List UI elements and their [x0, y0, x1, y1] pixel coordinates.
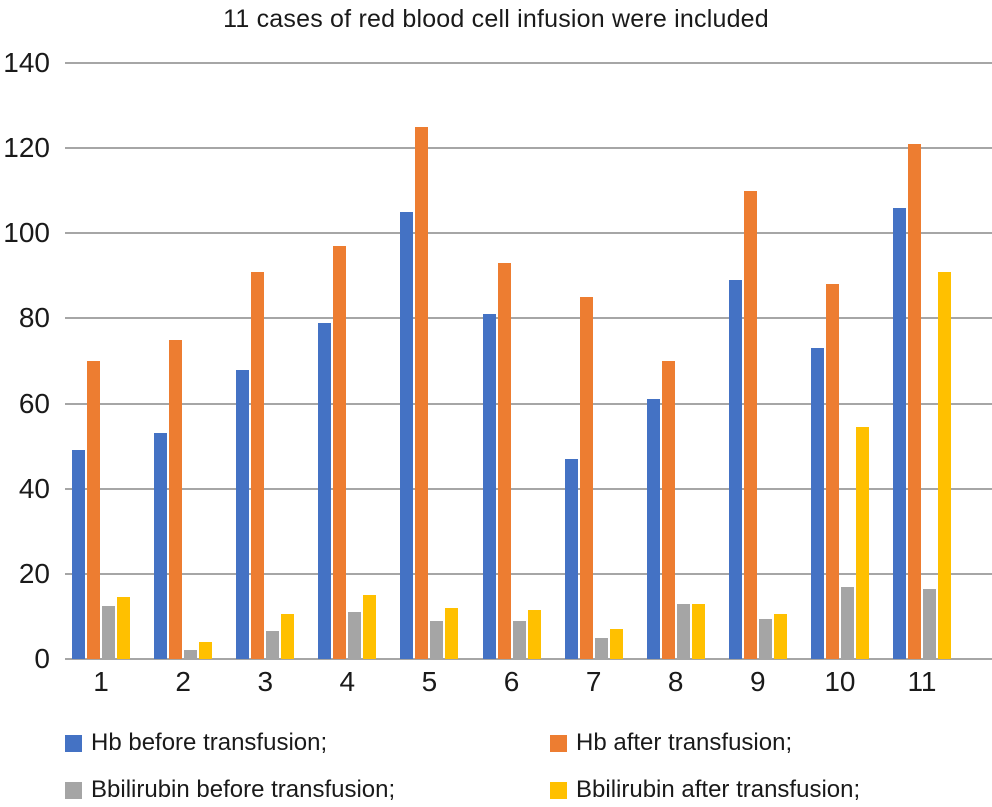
- y-axis-label: 40: [18, 472, 50, 504]
- legend-swatch-icon: [550, 734, 567, 752]
- y-axis-label: 120: [3, 132, 50, 164]
- x-axis-label: 3: [257, 666, 274, 697]
- y-gridline: [65, 232, 992, 235]
- bar: [318, 323, 332, 659]
- legend-swatch-icon: [550, 781, 567, 799]
- bar-cluster: [306, 63, 388, 659]
- bar-cluster: [470, 63, 552, 659]
- bar: [87, 361, 101, 659]
- y-axis-label: 0: [34, 643, 50, 674]
- bar-cluster: [553, 63, 635, 659]
- bar: [251, 272, 265, 659]
- bar: [855, 427, 869, 659]
- y-axis-label: 80: [18, 302, 50, 334]
- bar-cluster: [881, 63, 963, 659]
- bar: [691, 604, 705, 659]
- bar: [363, 595, 377, 659]
- bar: [937, 272, 951, 659]
- legend-label: Hb before transfusion;: [91, 729, 328, 756]
- bar-cluster: [388, 63, 470, 659]
- y-gridline: [65, 62, 992, 64]
- bar: [236, 370, 250, 659]
- x-axis-label: 5: [421, 666, 438, 697]
- legend-item: Hb before transfusion;: [65, 729, 327, 757]
- bar: [676, 604, 690, 659]
- bar: [102, 606, 116, 659]
- x-axis-labels: 1 2 3 4 5 6 7 8 9 10 11: [60, 666, 963, 698]
- bar: [810, 348, 824, 659]
- legend-label: Hb after transfusion;: [576, 729, 793, 756]
- bar: [348, 612, 362, 659]
- bar: [482, 314, 496, 659]
- x-axis-label: 8: [667, 666, 684, 697]
- bar: [594, 638, 608, 659]
- bar-cluster: [635, 63, 717, 659]
- bar: [497, 263, 511, 659]
- legend-swatch-icon: [65, 781, 82, 799]
- y-axis-label: 140: [3, 47, 50, 78]
- bar: [527, 610, 541, 659]
- bar: [728, 280, 742, 659]
- bar: [646, 399, 660, 659]
- bar: [281, 614, 295, 659]
- bar: [661, 361, 675, 659]
- bar: [154, 433, 168, 659]
- bar: [199, 642, 213, 659]
- bar: [117, 597, 131, 659]
- x-axis-label: 7: [585, 666, 602, 697]
- bar: [400, 212, 414, 659]
- x-axis-label: 10: [824, 666, 856, 697]
- bar: [907, 144, 921, 659]
- y-gridline: [65, 317, 992, 320]
- x-axis-label: 4: [339, 666, 356, 697]
- x-axis-label: 6: [503, 666, 520, 697]
- bar-cluster: [799, 63, 881, 659]
- bar-cluster: [60, 63, 142, 659]
- bar: [892, 208, 906, 659]
- legend-swatch-icon: [65, 734, 82, 752]
- bar-cluster: [142, 63, 224, 659]
- x-axis-label: 1: [93, 666, 109, 697]
- legend-label: Bbilirubin after transfusion;: [576, 776, 861, 803]
- bar: [72, 450, 86, 659]
- bar: [825, 284, 839, 659]
- bar: [579, 297, 593, 659]
- bar: [445, 608, 459, 659]
- bar-cluster: [717, 63, 799, 659]
- bar: [430, 621, 444, 659]
- y-gridline: [65, 572, 992, 575]
- chart-title: 11 cases of red blood cell infusion were…: [223, 5, 769, 33]
- bar: [415, 127, 429, 659]
- y-gridline: [65, 402, 992, 405]
- legend-item: Bbilirubin before transfusion;: [65, 776, 395, 804]
- legend-item: Bbilirubin after transfusion;: [550, 776, 860, 804]
- legend-item: Hb after transfusion;: [550, 729, 792, 757]
- y-gridline: [65, 487, 992, 490]
- bar: [773, 614, 787, 659]
- bar: [333, 246, 347, 659]
- bar: [758, 619, 772, 659]
- y-gridline: [65, 658, 992, 660]
- bar: [512, 621, 526, 659]
- bar: [922, 589, 936, 659]
- y-axis-label: 20: [18, 557, 50, 589]
- bar: [743, 191, 757, 659]
- x-axis-label: 11: [907, 666, 937, 697]
- y-axis-label: 60: [18, 387, 50, 419]
- x-axis-label: 9: [750, 666, 766, 697]
- plot-area: [60, 63, 963, 659]
- legend-label: Bbilirubin before transfusion;: [91, 776, 396, 803]
- bar-cluster: [224, 63, 306, 659]
- bar: [184, 650, 198, 659]
- x-axis-label: 2: [175, 666, 191, 697]
- bar: [609, 629, 623, 659]
- bar: [169, 340, 183, 659]
- bar: [840, 587, 854, 659]
- bar: [564, 459, 578, 659]
- y-axis-label: 100: [3, 217, 50, 249]
- y-gridline: [65, 147, 992, 150]
- bar: [266, 631, 280, 659]
